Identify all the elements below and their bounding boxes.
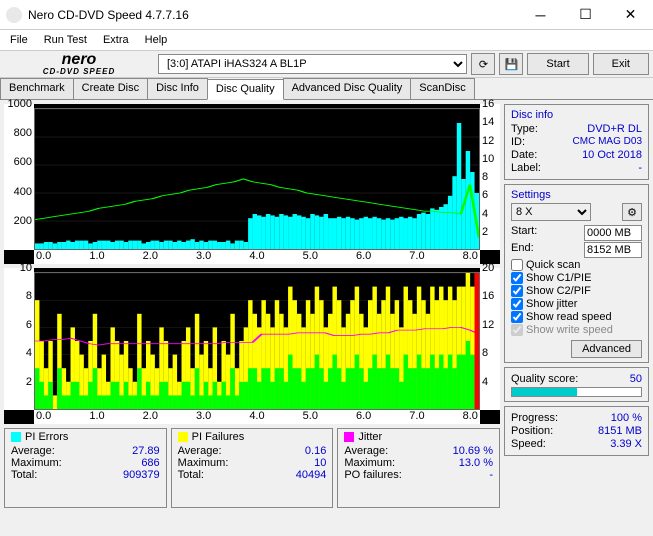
start-input[interactable] xyxy=(584,225,642,241)
menubar: File Run Test Extra Help xyxy=(0,30,653,50)
stats-row: PI Errors Average:27.89 Maximum:686 Tota… xyxy=(4,428,500,508)
device-select[interactable]: [3:0] ATAPI iHAS324 A BL1P xyxy=(158,54,467,74)
tab-benchmark[interactable]: Benchmark xyxy=(0,78,74,99)
pi-errors-chart: 2004006008001000 246810121416 0.01.02.03… xyxy=(4,104,500,264)
content-area: 2004006008001000 246810121416 0.01.02.03… xyxy=(0,100,653,536)
advanced-button[interactable]: Advanced xyxy=(571,340,642,358)
end-input[interactable] xyxy=(584,242,642,258)
speed-select[interactable]: 8 X xyxy=(511,203,591,221)
window-title: Nero CD-DVD Speed 4.7.7.16 xyxy=(28,8,518,22)
tab-create-disc[interactable]: Create Disc xyxy=(73,78,148,99)
app-icon xyxy=(6,7,22,23)
progress-panel: Progress:100 % Position:8151 MB Speed:3.… xyxy=(504,406,649,456)
save-button[interactable]: 💾 xyxy=(499,53,523,75)
titlebar: Nero CD-DVD Speed 4.7.7.16 ─ ☐ ✕ xyxy=(0,0,653,30)
tab-advanced-disc-quality[interactable]: Advanced Disc Quality xyxy=(283,78,412,99)
toolbar: nero CD-DVD SPEED [3:0] ATAPI iHAS324 A … xyxy=(0,50,653,78)
menu-extra[interactable]: Extra xyxy=(97,32,135,48)
pi-failures-stats: PI Failures Average:0.16 Maximum:10 Tota… xyxy=(171,428,334,508)
exit-button[interactable]: Exit xyxy=(593,53,649,75)
tab-disc-quality[interactable]: Disc Quality xyxy=(207,79,284,100)
close-button[interactable]: ✕ xyxy=(608,0,653,29)
settings-gear-button[interactable]: ⚙ xyxy=(622,203,642,221)
menu-file[interactable]: File xyxy=(4,32,34,48)
menu-help[interactable]: Help xyxy=(139,32,174,48)
writespeed-checkbox[interactable] xyxy=(511,324,523,336)
quality-panel: Quality score:50 xyxy=(504,367,649,402)
minimize-button[interactable]: ─ xyxy=(518,0,563,29)
disc-info-panel: Disc info Type:DVD+R DL ID:CMC MAG D03 D… xyxy=(504,104,649,180)
pi-errors-stats: PI Errors Average:27.89 Maximum:686 Tota… xyxy=(4,428,167,508)
nero-logo: nero CD-DVD SPEED xyxy=(4,52,154,76)
readspeed-checkbox[interactable] xyxy=(511,311,523,323)
maximize-button[interactable]: ☐ xyxy=(563,0,608,29)
tab-scandisc[interactable]: ScanDisc xyxy=(410,78,474,99)
c1-checkbox[interactable] xyxy=(511,272,523,284)
jitter-checkbox[interactable] xyxy=(511,298,523,310)
quickscan-checkbox[interactable] xyxy=(511,259,523,271)
c2-checkbox[interactable] xyxy=(511,285,523,297)
pi-failures-chart: 246810 48121620 0.01.02.03.04.05.06.07.0… xyxy=(4,268,500,424)
refresh-button[interactable]: ⟳ xyxy=(471,53,495,75)
jitter-stats: Jitter Average:10.69 % Maximum:13.0 % PO… xyxy=(337,428,500,508)
tab-bar: BenchmarkCreate DiscDisc InfoDisc Qualit… xyxy=(0,78,653,100)
settings-panel: Settings 8 X ⚙ Start: End: Quick scan Sh… xyxy=(504,184,649,363)
start-button[interactable]: Start xyxy=(527,53,588,75)
tab-disc-info[interactable]: Disc Info xyxy=(147,78,208,99)
menu-runtest[interactable]: Run Test xyxy=(38,32,93,48)
